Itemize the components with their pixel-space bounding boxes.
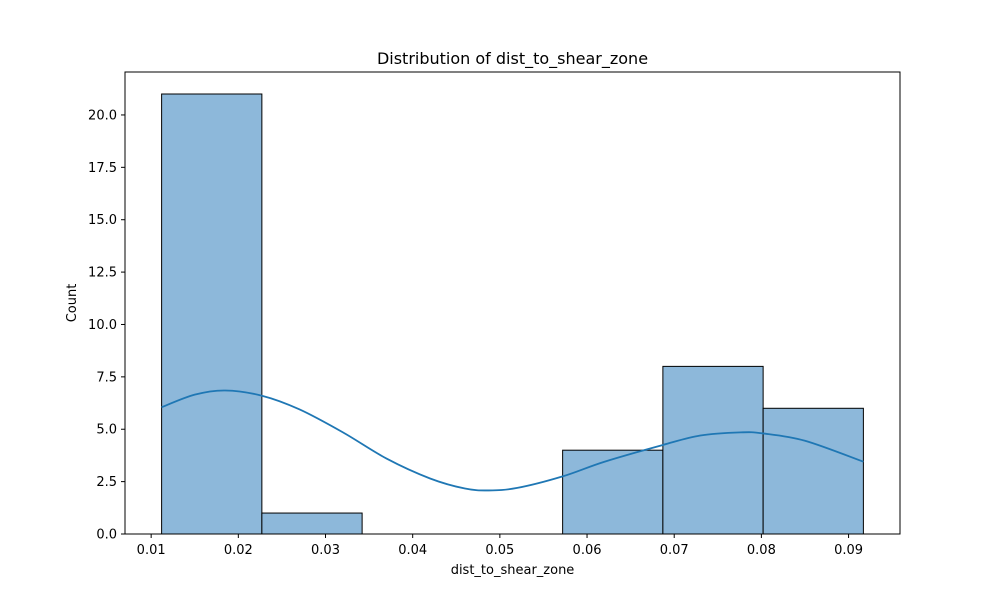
y-tick-label: 0.0	[96, 528, 117, 543]
histogram-bar	[762, 407, 864, 535]
x-axis: 0.01 0.02 0.03 0.04 0.05 0.06 0.07 0.08 0.09	[137, 534, 863, 558]
x-tick-label: 0.04	[398, 543, 427, 558]
y-tick-label: 10.0	[88, 318, 117, 333]
x-tick-label: 0.07	[660, 543, 689, 558]
x-tick-label: 0.09	[834, 543, 863, 558]
histogram-bar	[161, 93, 263, 535]
x-axis-label: dist_to_shear_zone	[451, 563, 575, 578]
x-tick-label: 0.01	[137, 543, 166, 558]
y-tick-label: 20.0	[88, 108, 117, 123]
bar-group	[161, 93, 864, 535]
histogram-bar	[261, 512, 363, 535]
plot-frame	[124, 71, 901, 535]
chart-title: Distribution of dist_to_shear_zone	[377, 49, 648, 69]
x-tick-label: 0.08	[747, 543, 776, 558]
y-tick-label: 12.5	[88, 266, 117, 281]
x-tick-label: 0.02	[224, 543, 253, 558]
y-tick-label: 5.0	[96, 423, 117, 438]
y-axis: 0.0 2.5 5.0 7.5 10.0 12.5 15.0 17.5 20.0	[88, 108, 125, 543]
x-tick-label: 0.05	[485, 543, 514, 558]
y-tick-label: 17.5	[88, 161, 117, 176]
y-tick-label: 15.0	[88, 213, 117, 228]
histogram-bar	[562, 449, 664, 535]
histogram-bar	[662, 365, 764, 535]
x-tick-label: 0.03	[311, 543, 340, 558]
y-tick-label: 7.5	[96, 370, 117, 385]
x-tick-label: 0.06	[573, 543, 602, 558]
kde-curve	[161, 389, 864, 492]
y-axis-label: Count	[65, 284, 80, 323]
y-tick-label: 2.5	[96, 475, 117, 490]
